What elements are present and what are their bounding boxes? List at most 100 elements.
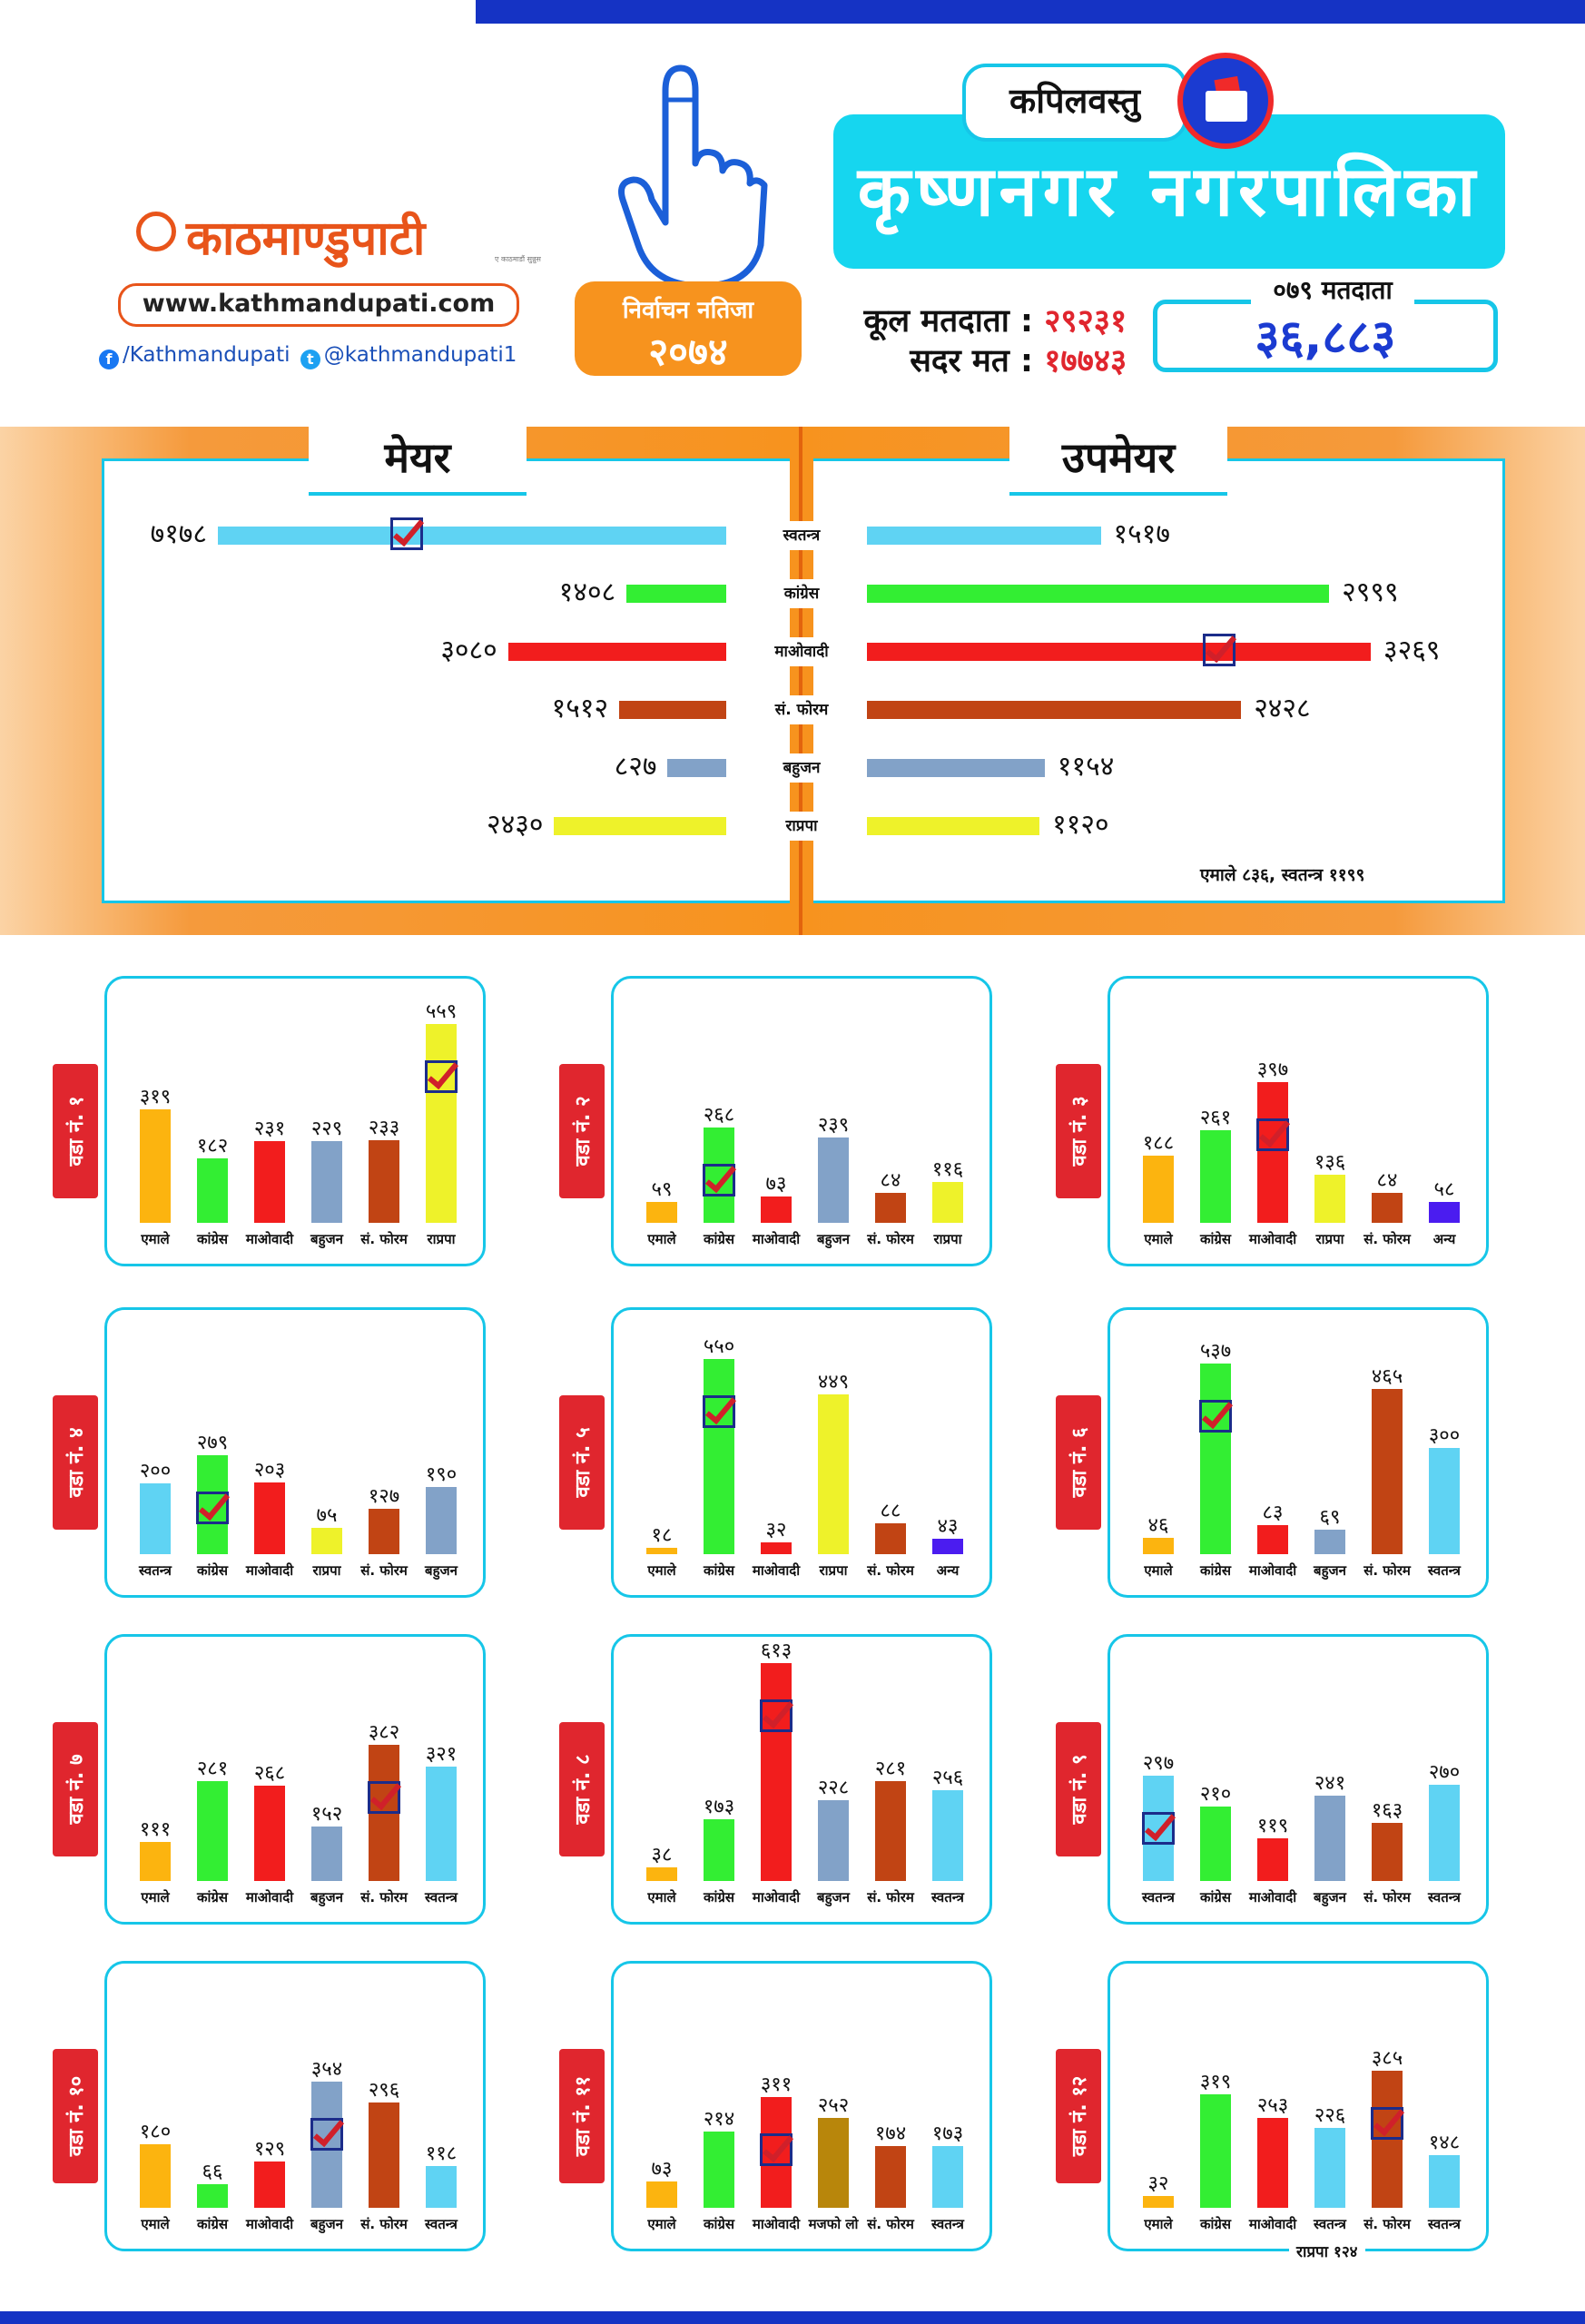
- ward-tag-5: वडा नं. ५: [559, 1395, 605, 1530]
- ward-12-bar-3: [1314, 2127, 1345, 2208]
- ward-7-bar-5: [426, 1767, 457, 1881]
- ward-1-label-0: एमाले: [141, 1231, 170, 1247]
- ward-tag-text: वडा नं. ८: [572, 1754, 595, 1825]
- ward-10-value-3: ३५४: [310, 2058, 343, 2082]
- ward-9-label-2: माओवादी: [1248, 1889, 1297, 1905]
- ward-10-label-3: बहुजन: [310, 2216, 343, 2232]
- ward-6-winner-check-icon: [1199, 1399, 1232, 1433]
- ward-10-winner-check-icon: [310, 2118, 343, 2152]
- logo-text: काठमाण्डुपाटी: [186, 212, 426, 266]
- ward-10-bar-5: [426, 2165, 457, 2208]
- ward-8-bar-2: [761, 1663, 792, 1881]
- ward-12-label-4: सं. फोरम: [1363, 2216, 1411, 2232]
- ward-11-bar-3: [818, 2118, 849, 2208]
- ward-12-value-3: २२६: [1314, 2103, 1346, 2127]
- ward-8-value-3: २२८: [817, 1776, 850, 1799]
- deputy-value-3: २४२८: [1254, 693, 1311, 724]
- ward-9-value-0: २९७: [1142, 1751, 1175, 1775]
- ward-1-label-1: कांग्रेस: [196, 1231, 228, 1247]
- party-label-0: स्वतन्त्र: [750, 521, 853, 550]
- ward-tag-text: वडा नं. ९: [1068, 1754, 1091, 1825]
- ward-4-label-5: बहुजन: [425, 1562, 458, 1579]
- ward-3-label-3: राप्रपा: [1315, 1231, 1344, 1247]
- ward-tag-2: वडा नं. २: [559, 1064, 605, 1198]
- ward-6-value-2: ८३: [1262, 1501, 1284, 1524]
- ward-6-bar-4: [1372, 1388, 1403, 1554]
- ward-1-label-2: माओवादी: [245, 1231, 294, 1247]
- ward-7-value-3: १५२: [310, 1803, 343, 1827]
- ward-tag-9: वडा नं. ९: [1056, 1722, 1101, 1856]
- ward-7-bar-3: [311, 1827, 342, 1881]
- ward-tag-text: वडा नं. ७: [65, 1754, 88, 1825]
- district-label: कपिलवस्तु: [962, 64, 1187, 142]
- ward-tag-3: वडा नं. ३: [1056, 1064, 1101, 1198]
- ward-10-value-2: १२९: [253, 2138, 286, 2162]
- ward-9-label-3: बहुजन: [1314, 1889, 1346, 1905]
- ward-11-winner-check-icon: [760, 2133, 792, 2167]
- deputy-value-5: ११२०: [1052, 809, 1109, 841]
- ward-4-label-2: माओवादी: [245, 1562, 294, 1579]
- ward-3-bar-1: [1200, 1129, 1231, 1223]
- ward-tag-text: वडा नं. ३: [1068, 1096, 1091, 1167]
- ward-3-label-4: सं. फोरम: [1363, 1231, 1411, 1247]
- ward-1-label-3: बहुजन: [310, 1231, 343, 1247]
- ward-card-10: [104, 1961, 486, 2251]
- ward-12-winner-check-icon: [1371, 2107, 1403, 2141]
- ward-5-label-0: एमाले: [647, 1562, 676, 1579]
- ward-12-value-2: २५३: [1256, 2093, 1289, 2117]
- bottom-stripe: [0, 2311, 1585, 2324]
- deputy-value-2: ३२६९: [1383, 635, 1441, 666]
- ward-10-label-4: सं. फोरम: [360, 2216, 408, 2232]
- ward-4-bar-3: [311, 1527, 342, 1554]
- ward-12-value-0: ३२: [1147, 2172, 1169, 2196]
- ward-6-label-2: माओवादी: [1248, 1562, 1297, 1579]
- mayor-bar-4: [667, 759, 726, 777]
- deputy-bar-0: [867, 527, 1101, 545]
- ward-6-label-3: बहुजन: [1314, 1562, 1346, 1579]
- ward-2-value-2: ७३: [765, 1173, 787, 1196]
- ward-9-value-1: २१०: [1199, 1782, 1232, 1806]
- ward-2-label-4: सं. फोरम: [867, 1231, 914, 1247]
- ward-5-label-5: अन्य: [936, 1562, 960, 1579]
- valid-votes-label: सदर मत :: [910, 343, 1033, 379]
- ward-11-value-3: २५२: [817, 2094, 850, 2118]
- ward-7-bar-2: [254, 1786, 285, 1881]
- ward-11-label-4: सं. फोरम: [867, 2216, 914, 2232]
- website-link[interactable]: www.kathmandupati.com: [118, 283, 519, 327]
- facebook-icon[interactable]: f: [99, 350, 119, 369]
- ward-12-value-4: ३८५: [1371, 2047, 1403, 2071]
- ward-8-label-5: स्वतन्त्र: [931, 1889, 964, 1905]
- ward-6-label-0: एमाले: [1144, 1562, 1173, 1579]
- ward-1-value-4: २३३: [368, 1116, 400, 1139]
- ward-9-winner-check-icon: [1142, 1811, 1175, 1845]
- kathmandupati-logo[interactable]: काठमाण्डुपाटी ए काठमाडौं सुन्नुस: [136, 204, 541, 268]
- twitter-icon[interactable]: t: [300, 350, 320, 369]
- mayor-value-3: १५१२: [551, 693, 609, 724]
- ward-3-winner-check-icon: [1256, 1118, 1289, 1151]
- ward-10-label-1: कांग्रेस: [196, 2216, 228, 2232]
- deputy-bar-3: [867, 701, 1242, 719]
- ward-tag-7: वडा नं. ७: [53, 1722, 98, 1856]
- ward-tag-text: वडा नं. १: [65, 1096, 88, 1167]
- ward-tag-11: वडा नं. ११: [559, 2049, 605, 2183]
- ward-11-bar-1: [704, 2132, 734, 2208]
- ward-8-label-4: सं. फोरम: [867, 1889, 914, 1905]
- ward-9-bar-1: [1200, 1806, 1231, 1881]
- top-stripe: [0, 0, 1585, 24]
- ward-6-bar-3: [1314, 1529, 1345, 1554]
- deputy-value-1: २९९९: [1342, 576, 1399, 608]
- ward-12-value-5: १४८: [1428, 2132, 1461, 2155]
- ward-11-bar-4: [875, 2145, 906, 2208]
- mayor-value-0: ७१७८: [150, 518, 207, 550]
- ward-10-value-5: ११८: [425, 2142, 458, 2165]
- facebook-handle[interactable]: /Kathmandupati: [123, 343, 290, 367]
- ward-3-bar-3: [1314, 1174, 1345, 1223]
- ward-7-value-1: २८१: [196, 1757, 229, 1780]
- ward-6-value-5: ३००: [1428, 1423, 1461, 1447]
- ward-tag-12: वडा नं. १२: [1056, 2049, 1101, 2183]
- ward-7-bar-1: [197, 1780, 228, 1881]
- twitter-handle[interactable]: @kathmandupati1: [323, 343, 517, 367]
- ward-8-bar-4: [875, 1780, 906, 1881]
- ward-5-winner-check-icon: [703, 1394, 735, 1428]
- ward-2-winner-check-icon: [703, 1164, 735, 1197]
